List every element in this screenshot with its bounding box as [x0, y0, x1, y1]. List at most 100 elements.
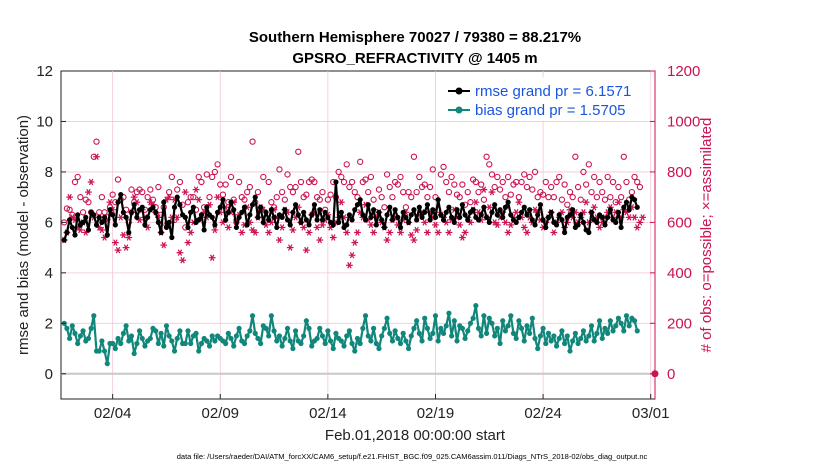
- bias-point: [535, 345, 541, 352]
- bias-point: [171, 348, 178, 354]
- rmse-point: [201, 227, 207, 233]
- bias-point: [177, 328, 183, 334]
- assimilated-obs-point: [238, 229, 246, 236]
- rmse-point: [134, 214, 140, 220]
- legend-rmse-marker: [455, 87, 463, 95]
- rmse-point: [408, 212, 414, 218]
- bias-point: [276, 333, 283, 339]
- bias-point: [64, 325, 70, 331]
- possible-obs-point: [574, 183, 582, 191]
- rmse-point: [414, 217, 420, 223]
- asterisk-stroke: [266, 229, 271, 236]
- rmse-point: [228, 199, 234, 205]
- asterisk-stroke: [180, 256, 185, 264]
- rmse-point: [225, 209, 231, 215]
- asterisk-stroke: [185, 239, 191, 246]
- y-tick-label: 12: [36, 63, 53, 80]
- possible-obs-point: [176, 178, 184, 186]
- rmse-point: [338, 209, 344, 215]
- rmse-point: [99, 219, 105, 225]
- rmse-point: [233, 224, 240, 231]
- y-axis-label-right: # of obs: o=possible; ×=assimilated: [698, 118, 715, 353]
- bias-point: [605, 330, 611, 336]
- bias-point: [489, 320, 495, 326]
- possible-obs-point: [198, 178, 205, 186]
- bias-point: [623, 313, 630, 319]
- bias-point: [118, 340, 124, 347]
- possible-obs-point: [289, 188, 297, 196]
- rmse-point: [182, 214, 188, 220]
- rmse-point: [438, 212, 444, 218]
- possible-obs-point: [456, 194, 463, 201]
- bias-point: [373, 340, 379, 347]
- rmse-point: [80, 219, 86, 225]
- bias-point: [252, 330, 258, 336]
- assimilated-obs-point: [615, 198, 622, 206]
- rmse-point: [72, 232, 78, 238]
- assimilated-obs-point: [367, 221, 375, 229]
- chart-title: Southern Hemisphere 70027 / 79380 = 88.2…: [249, 29, 581, 46]
- asterisk-stroke: [320, 221, 325, 229]
- possible-obs-point: [550, 194, 557, 201]
- rmse-point: [416, 204, 422, 210]
- possible-obs-point: [292, 183, 299, 191]
- bias-point: [298, 340, 304, 347]
- bias-point: [303, 318, 309, 324]
- rmse-point: [301, 209, 307, 215]
- bias-point: [432, 313, 439, 319]
- possible-obs-point: [561, 181, 568, 188]
- y-right-tick-label: 400: [667, 265, 692, 282]
- asterisk-stroke: [460, 234, 465, 241]
- rmse-point: [575, 222, 581, 228]
- rmse-point: [263, 209, 269, 215]
- bias-point: [225, 330, 231, 336]
- rmse-point: [317, 207, 323, 213]
- rmse-point: [422, 209, 428, 215]
- rmse-point: [537, 202, 543, 208]
- rmse-point: [432, 214, 439, 220]
- asterisk-stroke: [126, 234, 132, 241]
- bias-point: [319, 333, 326, 339]
- bias-point: [513, 335, 519, 342]
- assimilated-obs-point: [276, 236, 283, 244]
- bias-point: [301, 333, 307, 339]
- asterisk-stroke: [277, 236, 282, 244]
- rmse-point: [319, 217, 326, 223]
- bias-point: [147, 335, 153, 342]
- bias-point: [67, 335, 73, 342]
- bias-point: [411, 325, 417, 331]
- possible-obs-point: [98, 194, 106, 201]
- possible-obs-point: [195, 173, 202, 181]
- bias-point: [352, 348, 358, 354]
- bias-point: [279, 343, 285, 349]
- rmse-point: [586, 229, 592, 236]
- bias-point: [543, 340, 549, 347]
- possible-obs-point: [397, 173, 404, 181]
- bias-point: [440, 330, 447, 336]
- possible-obs-point: [66, 206, 73, 213]
- possible-obs-point: [203, 171, 210, 178]
- asterisk-stroke: [468, 219, 473, 226]
- rmse-point: [303, 217, 309, 223]
- bias-point: [72, 330, 78, 336]
- asterisk-stroke: [86, 188, 91, 196]
- possible-obs-point: [596, 178, 603, 186]
- rmse-point: [411, 207, 417, 213]
- bias-point: [467, 320, 474, 326]
- y-tick-label: 0: [45, 366, 53, 383]
- possible-obs-point: [448, 173, 455, 181]
- bias-point: [244, 333, 250, 339]
- possible-obs-point: [609, 178, 617, 186]
- rmse-point: [465, 217, 471, 223]
- assimilated-obs-point: [130, 193, 138, 201]
- bias-point: [588, 323, 595, 329]
- bias-point: [521, 338, 527, 344]
- assimilated-obs-point: [87, 178, 95, 186]
- asterisk-stroke: [425, 229, 430, 236]
- possible-obs-point: [74, 173, 81, 181]
- rmse-point: [274, 224, 280, 231]
- bias-point: [381, 325, 387, 331]
- possible-obs-point: [190, 194, 197, 201]
- possible-obs-point: [85, 199, 92, 206]
- assimilated-obs-point: [313, 224, 321, 231]
